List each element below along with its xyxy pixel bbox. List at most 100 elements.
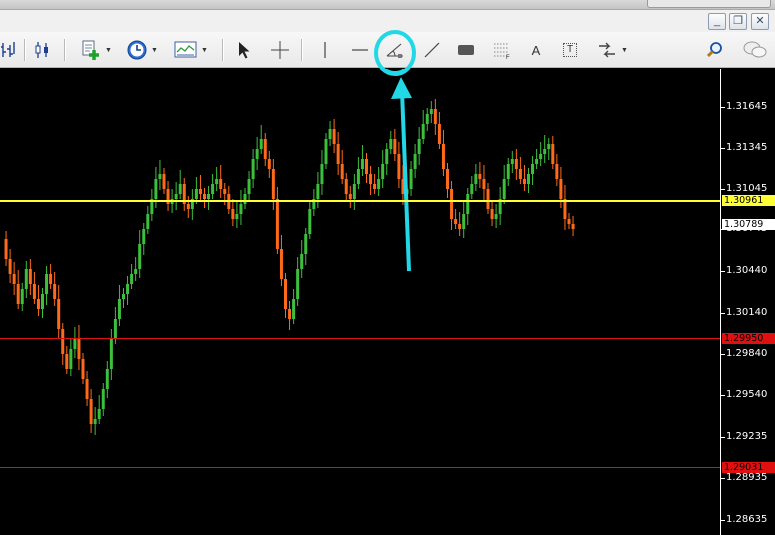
candle-body [551, 144, 555, 164]
candle-body [162, 174, 166, 189]
candle-body [474, 174, 478, 184]
close-icon[interactable]: ✕ [751, 13, 769, 30]
minimize-icon[interactable]: _ [708, 13, 726, 30]
candle-body [531, 164, 535, 174]
candle-body [61, 329, 65, 354]
candle-body [401, 179, 405, 194]
candle-body [69, 349, 73, 369]
toolbar-separator [24, 39, 26, 61]
candle-body [49, 274, 53, 284]
templates-icon[interactable]: ▼ [172, 38, 210, 62]
rectangle-icon[interactable] [454, 38, 478, 62]
price-tick: 1.30140 [726, 307, 768, 318]
candle-body [267, 159, 271, 169]
candle-body [117, 299, 121, 319]
candle-body [510, 159, 514, 164]
candlestick-icon[interactable] [31, 38, 55, 62]
candle-body [134, 269, 138, 274]
candle-body [211, 184, 215, 194]
candle-body [166, 189, 170, 204]
candle-body [8, 259, 12, 274]
price-tick: 1.29540 [726, 389, 768, 400]
trendline-by-angle-icon[interactable] [382, 38, 408, 62]
candle-body [389, 139, 393, 149]
candle-body [247, 179, 251, 194]
candle-body [462, 214, 466, 229]
search-icon[interactable] [704, 38, 726, 62]
cursor-icon[interactable] [233, 38, 253, 62]
candle-body [109, 339, 113, 369]
red-horizontal-line-lower[interactable] [0, 467, 720, 468]
candle-body [369, 174, 373, 184]
candle-body [352, 184, 356, 199]
trend-line-icon[interactable] [420, 38, 444, 62]
price-tick: 1.29235 [726, 431, 768, 442]
candle-body [93, 419, 97, 424]
yellow-horizontal-line[interactable] [0, 200, 720, 202]
arrows-icon[interactable]: ▼ [592, 38, 632, 62]
tick-mark [721, 148, 725, 149]
yellow-level-label: 1.30961 [722, 195, 775, 206]
candle-body [332, 129, 336, 144]
candle-body [150, 199, 154, 214]
candle-body [328, 129, 332, 139]
periods-clock-icon[interactable]: ▼ [124, 38, 160, 62]
candle-body [393, 139, 397, 154]
svg-text:F: F [506, 55, 510, 60]
candle-body [288, 309, 292, 319]
candle-body [466, 194, 470, 214]
candle-body [223, 189, 227, 194]
tick-mark [721, 520, 725, 521]
candle-body [4, 239, 8, 259]
candle-body [348, 194, 352, 199]
price-tick: 1.28635 [726, 514, 768, 525]
text-label-icon[interactable]: T [558, 38, 582, 62]
candle-body [397, 154, 401, 179]
tick-mark [721, 189, 725, 190]
candle-body [498, 199, 502, 214]
vertical-line-icon[interactable] [315, 38, 335, 62]
candle-body [28, 269, 32, 284]
candle-body [450, 189, 454, 219]
candle-body [304, 234, 308, 254]
candle-body [219, 179, 223, 189]
horizontal-line-icon[interactable] [348, 38, 372, 62]
annotation-arrow-shaft [400, 90, 411, 272]
candle-body [381, 164, 385, 179]
price-chart[interactable] [0, 69, 775, 535]
candle-body [194, 189, 198, 199]
tick-mark [721, 478, 725, 479]
candle-body [198, 189, 202, 194]
crosshair-icon[interactable] [268, 38, 292, 62]
price-tick: 1.31345 [726, 142, 768, 153]
price-tick: 1.31045 [726, 183, 768, 194]
annotation-circle-overlay [374, 30, 416, 76]
candle-body [506, 164, 510, 179]
candle-body [57, 299, 61, 329]
candle-body [12, 274, 16, 284]
tick-mark [721, 437, 725, 438]
price-tick: 1.29840 [726, 348, 768, 359]
red-horizontal-line-upper[interactable] [0, 338, 720, 339]
bar-chart-icon[interactable] [0, 38, 18, 62]
restore-icon[interactable]: ❐ [729, 13, 747, 30]
candle-body [425, 114, 429, 124]
candle-body [235, 214, 239, 219]
chat-icon[interactable] [740, 38, 770, 62]
candle-body [417, 139, 421, 154]
candle-body [20, 289, 24, 304]
candle-body [312, 199, 316, 209]
candle-body [105, 369, 109, 389]
candle-body [547, 144, 551, 149]
toolbar-separator [64, 39, 66, 61]
outer-window-controls[interactable] [647, 0, 771, 8]
candle-body [446, 169, 449, 189]
candle-body [41, 294, 44, 309]
add-indicator-icon[interactable]: ▼ [78, 38, 114, 62]
tick-mark [721, 271, 725, 272]
candle-body [421, 124, 425, 139]
text-tool-icon[interactable]: A [531, 42, 541, 58]
candle-body [73, 339, 77, 349]
fibonacci-icon[interactable]: F [490, 38, 514, 62]
